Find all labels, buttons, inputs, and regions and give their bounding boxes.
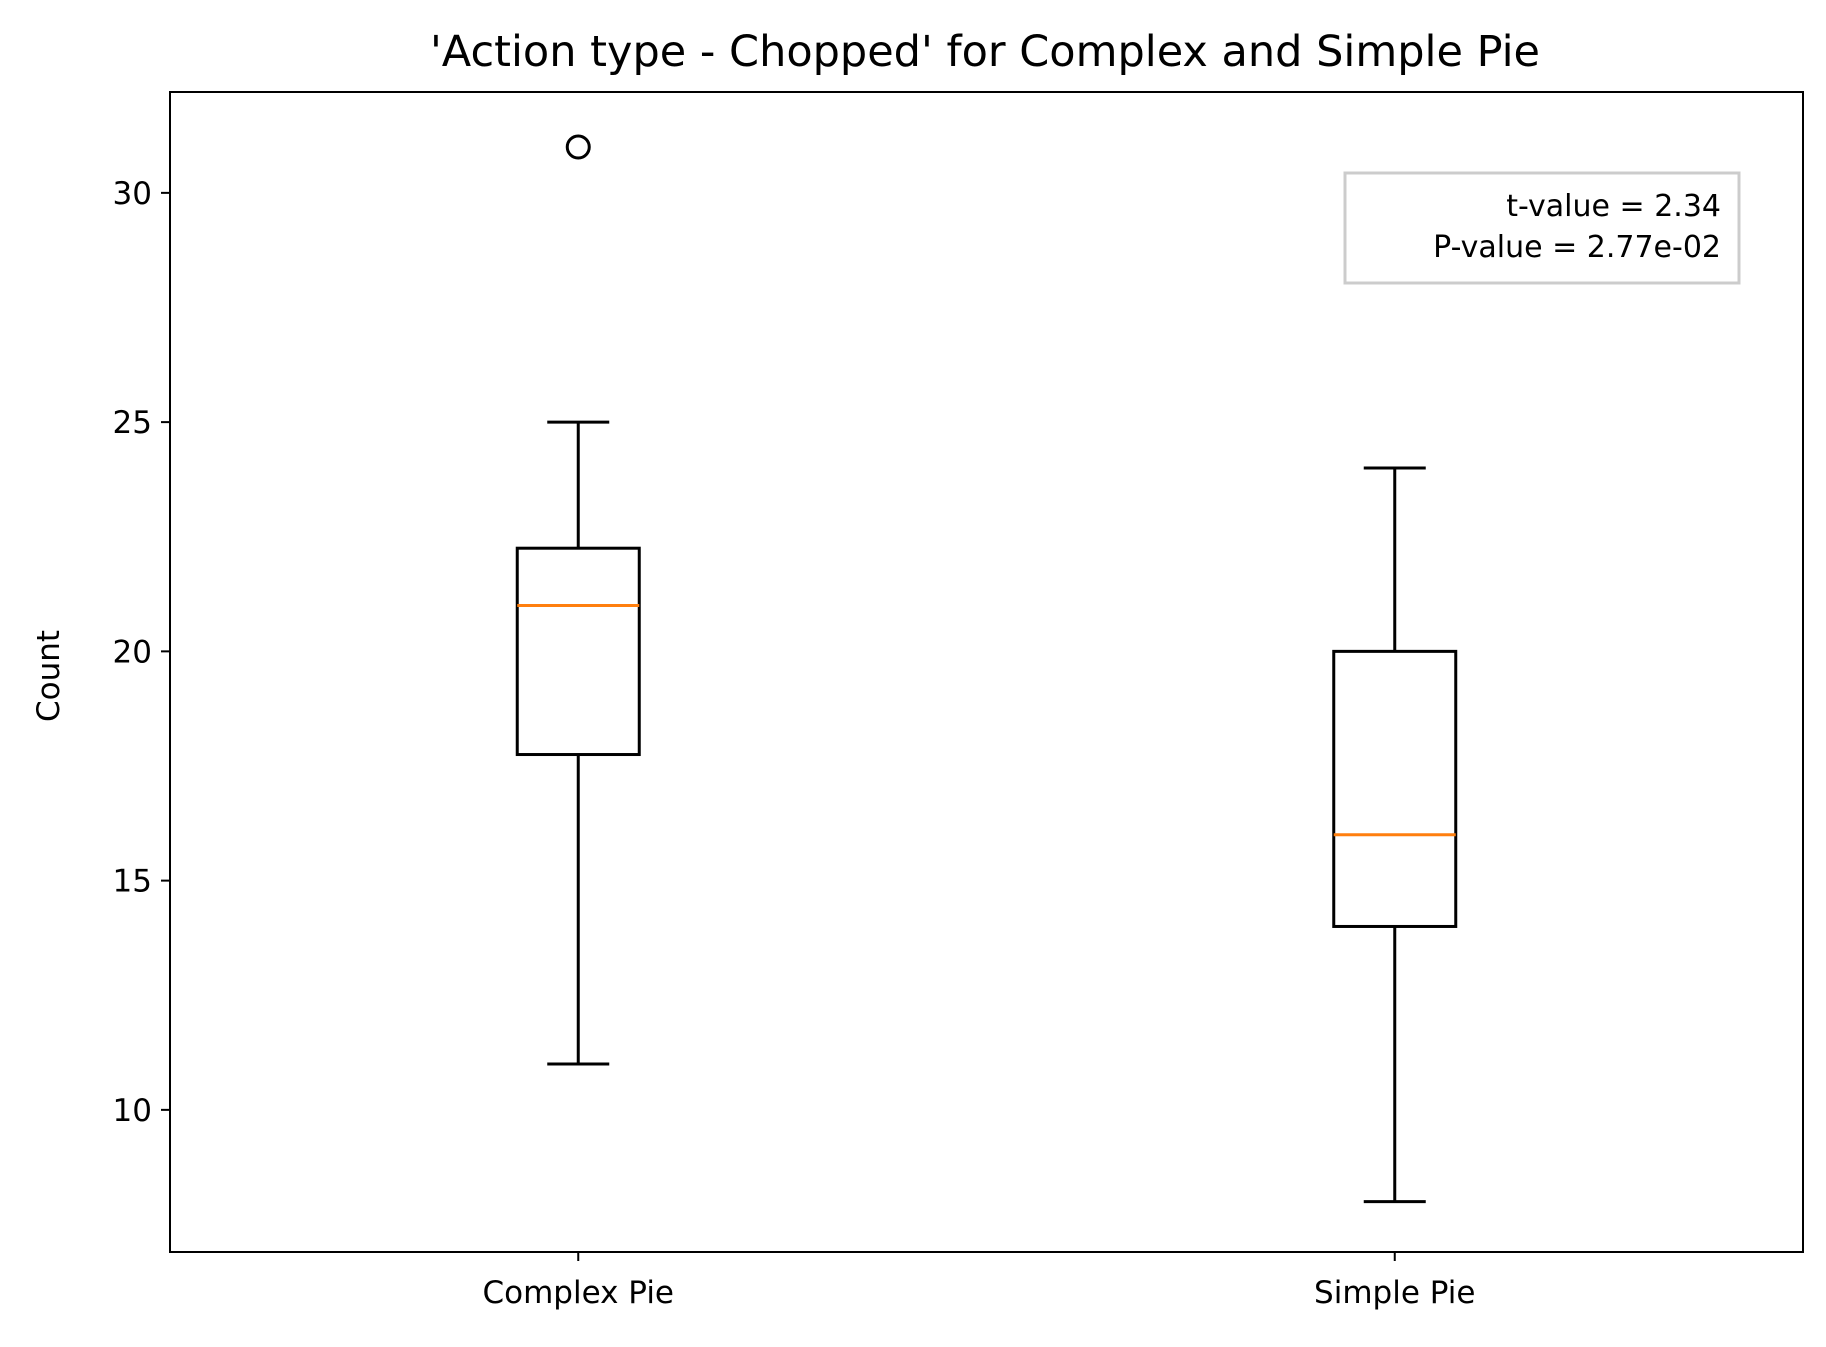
box-complex-pie	[515, 134, 641, 1066]
stats-annotation-frame	[1343, 171, 1741, 285]
p-value-text: P-value = 2.77e-02	[1433, 230, 1721, 265]
x-tick-label: Simple Pie	[1314, 1275, 1475, 1311]
boxes-group	[515, 134, 1458, 1204]
y-axis: 10 15 20 25 30	[113, 176, 170, 1129]
y-tick-label: 15	[113, 864, 152, 900]
y-tick-label: 20	[113, 634, 152, 670]
x-axis: Complex Pie Simple Pie	[482, 1252, 1475, 1311]
iqr-box	[1332, 649, 1458, 928]
box-simple-pie	[1332, 466, 1458, 1204]
iqr-box	[515, 546, 641, 757]
chart-title: 'Action type - Chopped' for Complex and …	[430, 27, 1540, 77]
y-tick-label: 25	[113, 405, 152, 441]
plot-frame	[169, 91, 1804, 1253]
outlier-point	[565, 134, 591, 160]
y-tick-label: 30	[113, 176, 152, 212]
stats-annotation: t-value = 2.34 P-value = 2.77e-02	[1343, 171, 1741, 285]
t-value-text: t-value = 2.34	[1506, 189, 1721, 224]
y-axis-label: Count	[31, 630, 67, 722]
x-tick-label: Complex Pie	[482, 1275, 674, 1311]
y-tick-label: 10	[113, 1093, 152, 1129]
